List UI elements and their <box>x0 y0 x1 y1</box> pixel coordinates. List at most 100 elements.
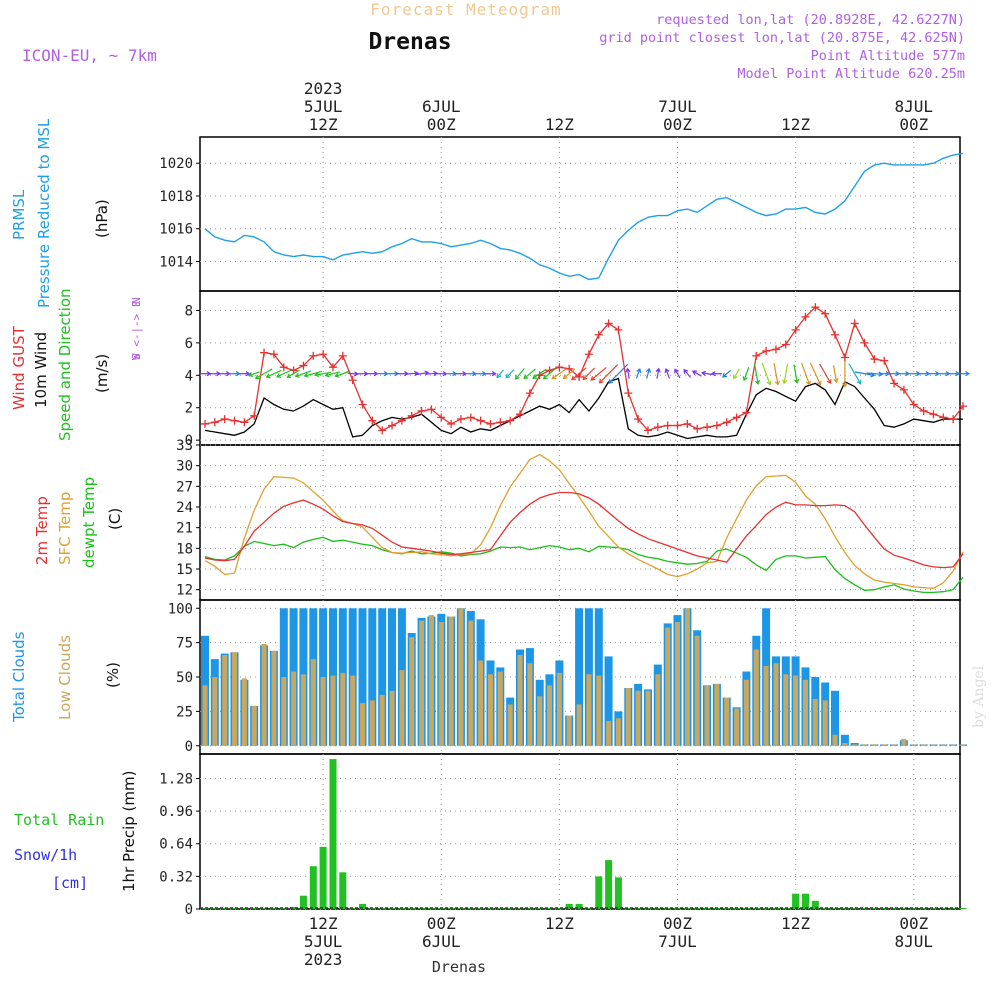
wind-direction-arrow <box>655 367 661 379</box>
cloud-low-bar <box>891 744 897 746</box>
precip-rain-bar <box>339 872 347 909</box>
precip-rain-bar <box>231 908 238 909</box>
cloud-low-bar <box>478 660 484 746</box>
wind-arrow-shaft <box>276 369 291 378</box>
pressure-tick-label: 1020 <box>159 156 193 172</box>
wind-tick-label: 6 <box>185 336 193 352</box>
precip-rain-bar <box>939 908 947 909</box>
wind-direction-arrow <box>928 370 940 377</box>
temp-tick-label: 18 <box>176 541 193 557</box>
precip-rain-bar <box>575 903 583 909</box>
wind-arrow-shaft <box>722 370 731 378</box>
wind-arrow-shaft <box>656 368 660 379</box>
wind-label-gust: Wind GUST <box>10 325 28 410</box>
cloud-low-bar <box>241 678 247 746</box>
wind-tick-label: 4 <box>185 368 193 384</box>
wind-arrow-head <box>842 382 848 388</box>
cloud-low-bar <box>300 674 306 746</box>
wind-gust-point <box>880 356 889 365</box>
wind-arrow-shaft <box>665 368 670 379</box>
precip-rain-bar <box>930 908 937 909</box>
wind-tick-label: 2 <box>185 401 193 417</box>
wind-direction-arrow <box>505 369 515 379</box>
cloud-total-bar <box>840 734 849 746</box>
precip-label-snow: Snow/1h <box>14 846 77 864</box>
wind-arrow-shaft <box>543 368 556 380</box>
precip-rain-bar <box>565 903 573 909</box>
cloud-total-bar <box>358 608 367 746</box>
cloud-low-bar <box>251 705 257 746</box>
wind-gust-point <box>791 325 800 334</box>
wind-compass-we: W <-|-> E <box>130 300 143 360</box>
wind-panel: 0 2 4 6 8 Wind GUST 10m Wind Speed and Directio… <box>10 288 971 449</box>
wind-arrow-head <box>683 368 689 374</box>
bottom-time-label: 8JUL <box>895 932 934 951</box>
clouds-tick-label: 100 <box>168 601 193 617</box>
wind-gust-point <box>594 330 603 339</box>
bottom-time-label: 7JUL <box>658 932 697 951</box>
wind-arrow-shaft <box>304 370 323 377</box>
temp-tick-label: 12 <box>176 583 193 599</box>
wind-gust-point <box>693 424 702 433</box>
wind-gust-point <box>279 363 288 372</box>
wind-arrow-head <box>590 376 596 381</box>
wind-gust-point <box>663 421 672 430</box>
wind-direction-arrow <box>294 370 312 378</box>
wind-gust-point <box>949 415 958 424</box>
cloud-low-bar <box>724 697 730 746</box>
precip-rain-bar <box>605 860 613 909</box>
clouds-unit: (%) <box>104 662 122 688</box>
wind-direction-arrow <box>854 371 876 378</box>
wind-direction-arrow <box>219 370 231 377</box>
wind-arrow-shaft <box>692 370 702 377</box>
precip-rain-bar <box>280 908 288 909</box>
wind-arrow-head <box>710 370 716 377</box>
bottom-time-label: 2023 <box>304 950 343 969</box>
wind-frame <box>199 290 961 446</box>
wind-gust-point <box>870 355 879 364</box>
precip-rain-bar <box>959 908 967 909</box>
cloud-low-bar <box>488 674 493 746</box>
cloud-low-bar <box>586 674 592 746</box>
wind-direction-arrow <box>598 364 619 384</box>
cloud-low-bar <box>931 744 936 746</box>
precip-rain-bar <box>536 908 544 909</box>
wind-direction-arrow <box>907 370 921 377</box>
wind-direction-arrow <box>848 363 862 385</box>
wind-compass-s: S <box>130 353 143 360</box>
cloud-low-bar <box>281 677 287 746</box>
wind-arrow-shaft <box>674 369 681 379</box>
wind-arrow-shaft <box>551 368 567 380</box>
wind-arrow-shaft <box>783 363 789 384</box>
clouds-label-total: Total Clouds <box>10 631 28 723</box>
wind-direction-arrow <box>700 370 713 376</box>
cloud-low-bar <box>773 663 779 746</box>
temperature-panel: 12 15 18 21 24 27 30 33 2m Temp SFC Temp dewpt Tem… <box>33 438 964 601</box>
wind-direction-arrow <box>446 370 458 377</box>
wind-arrow-head <box>742 376 748 382</box>
cloud-low-bar <box>497 671 503 746</box>
cloud-low-bar <box>832 734 838 746</box>
wind-direction-arrow <box>918 370 931 377</box>
wind-arrow-shaft <box>626 368 630 379</box>
cloud-low-bar <box>202 685 208 746</box>
cloud-low-bar <box>921 744 927 746</box>
top-time-label: 8JUL <box>895 97 934 116</box>
wind-arrow-head <box>265 373 271 379</box>
cloud-low-bar <box>615 718 621 746</box>
precip-tick-label: 0.32 <box>159 869 193 885</box>
wind-arrow-head <box>691 370 697 375</box>
wind-arrow-shaft <box>743 367 750 381</box>
cloud-low-bar <box>911 744 917 746</box>
requested-point: requested lon,lat (20.8928E, 42.6227N) <box>656 12 965 28</box>
precip-rain-bar <box>841 908 849 909</box>
top-time-label: 2023 <box>304 79 343 98</box>
wind-gust-point <box>299 361 308 370</box>
wind-gust-point <box>269 350 278 359</box>
wind-direction-arrow <box>367 371 379 377</box>
wind-arrow-head <box>794 378 800 384</box>
wind-arrow-head <box>247 372 254 377</box>
wind-arrow-head <box>334 372 340 378</box>
cloud-low-bar <box>379 694 385 746</box>
